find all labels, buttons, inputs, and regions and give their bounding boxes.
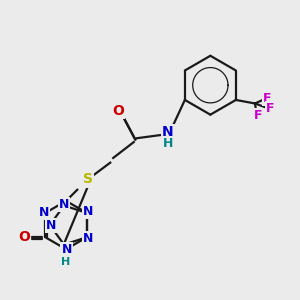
Text: N: N [59, 198, 69, 211]
Text: O: O [112, 104, 124, 118]
Text: F: F [263, 92, 272, 105]
Text: N: N [162, 125, 173, 139]
Text: H: H [61, 256, 71, 267]
Text: F: F [266, 102, 275, 115]
Text: O: O [18, 230, 30, 244]
Text: S: S [83, 172, 93, 186]
Text: N: N [83, 232, 94, 245]
Text: N: N [61, 243, 72, 256]
Text: F: F [254, 109, 262, 122]
Text: N: N [46, 219, 56, 232]
Text: N: N [38, 206, 49, 219]
Text: H: H [163, 137, 173, 150]
Text: N: N [61, 243, 72, 256]
Text: N: N [83, 205, 94, 218]
